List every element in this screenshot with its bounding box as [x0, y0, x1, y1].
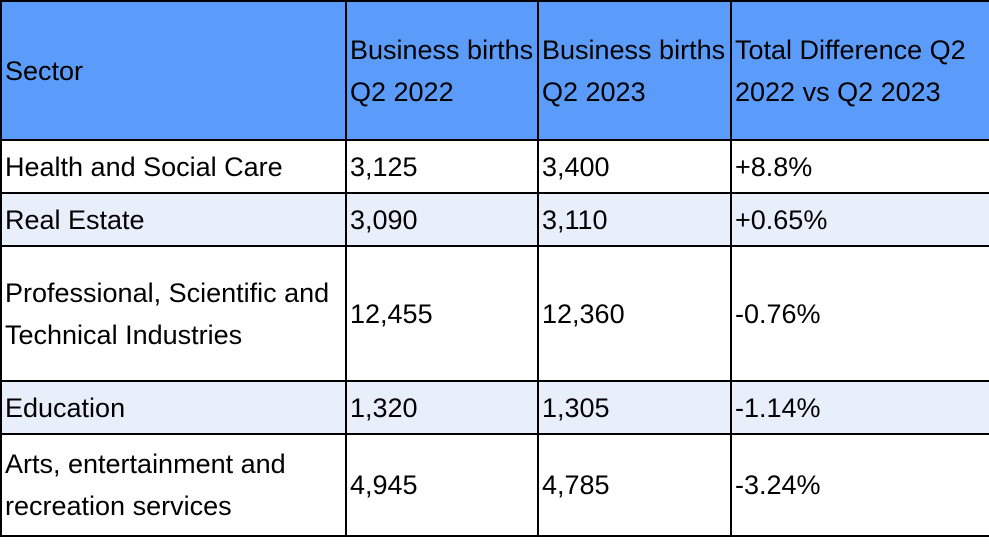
- table-row: Real Estate 3,090 3,110 +0.65%: [0, 192, 989, 247]
- header-total-difference: Total Difference Q2 2022 vs Q2 2023: [730, 0, 989, 141]
- births-2022-cell: 12,455: [345, 245, 539, 382]
- sector-cell: Health and Social Care: [0, 139, 347, 194]
- births-2022-cell: 1,320: [345, 380, 539, 435]
- births-2022-cell: 3,090: [345, 192, 539, 247]
- difference-cell: -0.76%: [730, 245, 989, 382]
- sector-cell: Arts, entertainment and recreation servi…: [0, 433, 347, 537]
- table-row: Professional, Scientific and Technical I…: [0, 245, 989, 382]
- header-row: Sector Business births Q2 2022 Business …: [0, 0, 989, 141]
- difference-cell: -1.14%: [730, 380, 989, 435]
- births-2022-cell: 3,125: [345, 139, 539, 194]
- births-2023-cell: 1,305: [537, 380, 732, 435]
- header-births-2023: Business births Q2 2023: [537, 0, 732, 141]
- table-row: Education 1,320 1,305 -1.14%: [0, 380, 989, 435]
- births-2023-cell: 3,110: [537, 192, 732, 247]
- difference-cell: +0.65%: [730, 192, 989, 247]
- difference-cell: -3.24%: [730, 433, 989, 537]
- header-sector: Sector: [0, 0, 347, 141]
- births-2023-cell: 3,400: [537, 139, 732, 194]
- table-row: Arts, entertainment and recreation servi…: [0, 433, 989, 537]
- births-2023-cell: 4,785: [537, 433, 732, 537]
- table-row: Health and Social Care 3,125 3,400 +8.8%: [0, 139, 989, 194]
- sector-cell: Real Estate: [0, 192, 347, 247]
- sector-cell: Professional, Scientific and Technical I…: [0, 245, 347, 382]
- difference-cell: +8.8%: [730, 139, 989, 194]
- births-2023-cell: 12,360: [537, 245, 732, 382]
- births-2022-cell: 4,945: [345, 433, 539, 537]
- header-births-2022: Business births Q2 2022: [345, 0, 539, 141]
- sector-cell: Education: [0, 380, 347, 435]
